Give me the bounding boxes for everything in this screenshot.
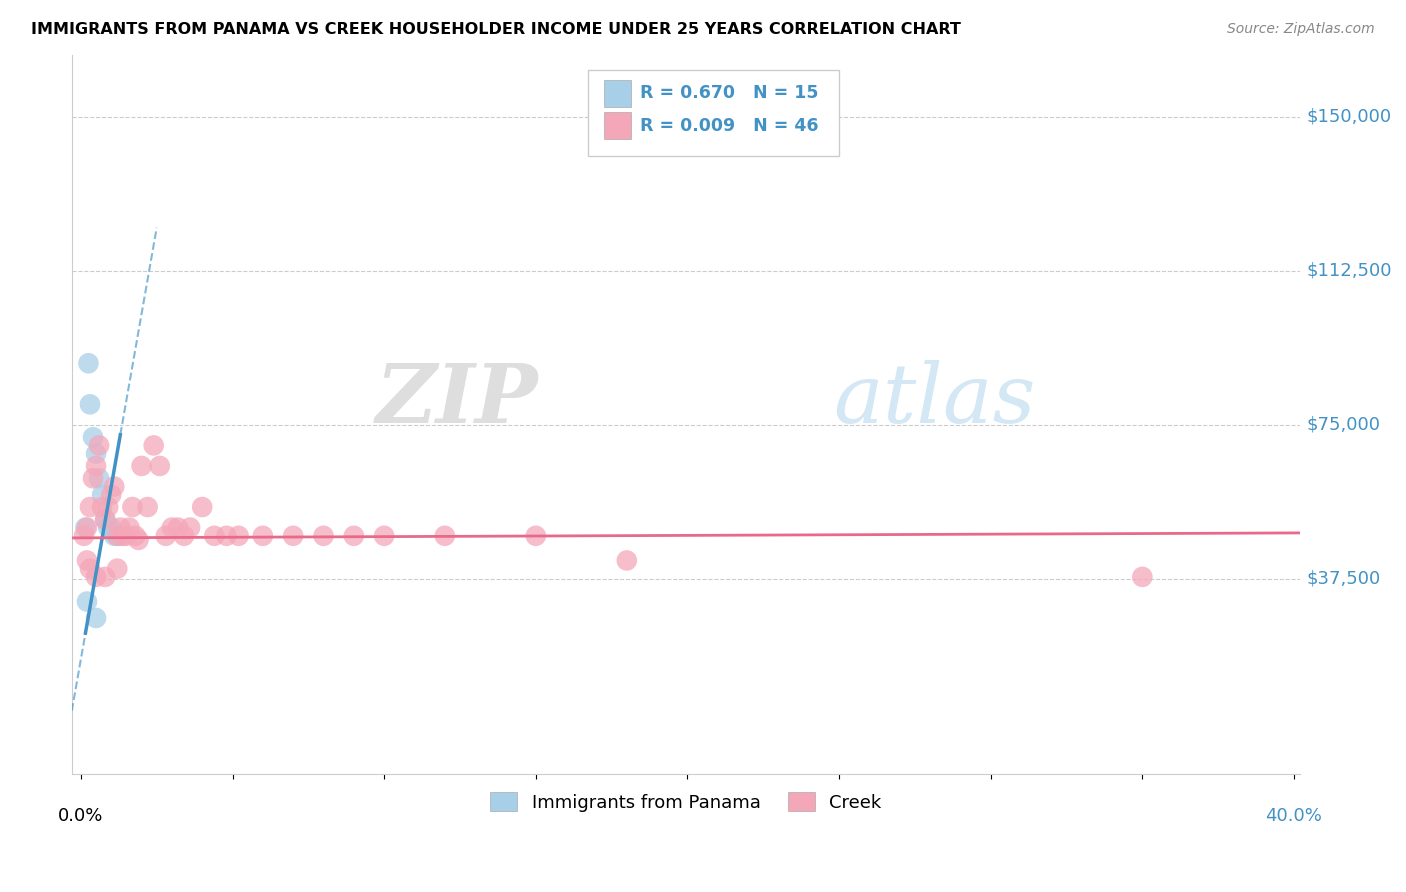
Point [79, 500, 101, 514]
Point [228, 529, 250, 543]
Text: R = 0.009   N = 46: R = 0.009 N = 46 [641, 117, 818, 135]
Point [82, 430, 104, 444]
Legend: Immigrants from Panama, Creek: Immigrants from Panama, Creek [484, 785, 889, 819]
Point [128, 533, 150, 547]
Point [100, 488, 122, 502]
Point [82, 471, 104, 485]
Point [118, 520, 141, 534]
Point [76, 594, 98, 608]
Point [173, 529, 195, 543]
Point [124, 529, 146, 543]
Point [94, 512, 117, 526]
Point [433, 529, 456, 543]
Text: IMMIGRANTS FROM PANAMA VS CREEK HOUSEHOLDER INCOME UNDER 25 YEARS CORRELATION CH: IMMIGRANTS FROM PANAMA VS CREEK HOUSEHOL… [31, 22, 960, 37]
Text: $150,000: $150,000 [1306, 108, 1392, 126]
Point [105, 529, 128, 543]
Point [136, 500, 159, 514]
Point [110, 520, 132, 534]
Point [283, 529, 305, 543]
Point [84, 611, 107, 625]
FancyBboxPatch shape [603, 112, 631, 139]
Point [191, 500, 214, 514]
Point [131, 458, 153, 473]
Point [167, 520, 190, 534]
Text: $75,000: $75,000 [1306, 416, 1381, 434]
Point [110, 529, 132, 543]
Point [79, 562, 101, 576]
Point [94, 570, 117, 584]
Point [91, 488, 114, 502]
Point [149, 458, 172, 473]
Point [252, 529, 274, 543]
Point [179, 520, 201, 534]
Point [76, 553, 98, 567]
Point [142, 438, 165, 452]
Point [105, 562, 128, 576]
Point [343, 529, 366, 543]
Point [155, 529, 177, 543]
Point [115, 529, 138, 543]
Point [105, 529, 128, 543]
Point [97, 520, 120, 534]
Text: atlas: atlas [834, 360, 1036, 441]
Point [97, 500, 120, 514]
Point [215, 529, 238, 543]
Text: $112,500: $112,500 [1306, 262, 1392, 280]
Point [202, 529, 225, 543]
Point [84, 447, 107, 461]
Text: $37,500: $37,500 [1306, 570, 1381, 588]
Point [312, 529, 335, 543]
Point [373, 529, 395, 543]
Point [77, 356, 100, 370]
Point [73, 529, 96, 543]
Text: R = 0.670   N = 15: R = 0.670 N = 15 [641, 84, 818, 103]
Text: 0.0%: 0.0% [58, 807, 104, 825]
Text: Source: ZipAtlas.com: Source: ZipAtlas.com [1227, 22, 1375, 37]
Point [616, 553, 638, 567]
Point [94, 512, 117, 526]
Point [121, 500, 143, 514]
Point [75, 520, 97, 534]
Point [524, 529, 547, 543]
Text: ZIP: ZIP [375, 360, 538, 441]
Point [91, 500, 114, 514]
FancyBboxPatch shape [588, 70, 839, 156]
Point [84, 570, 107, 584]
Point [112, 529, 135, 543]
Point [87, 438, 110, 452]
Point [160, 520, 183, 534]
Point [87, 471, 110, 485]
Point [84, 458, 107, 473]
Text: 40.0%: 40.0% [1265, 807, 1323, 825]
Point [79, 397, 101, 411]
Point [103, 529, 125, 543]
Point [76, 520, 98, 534]
Point [103, 479, 125, 493]
FancyBboxPatch shape [603, 79, 631, 107]
Point [1130, 570, 1153, 584]
Point [100, 520, 122, 534]
